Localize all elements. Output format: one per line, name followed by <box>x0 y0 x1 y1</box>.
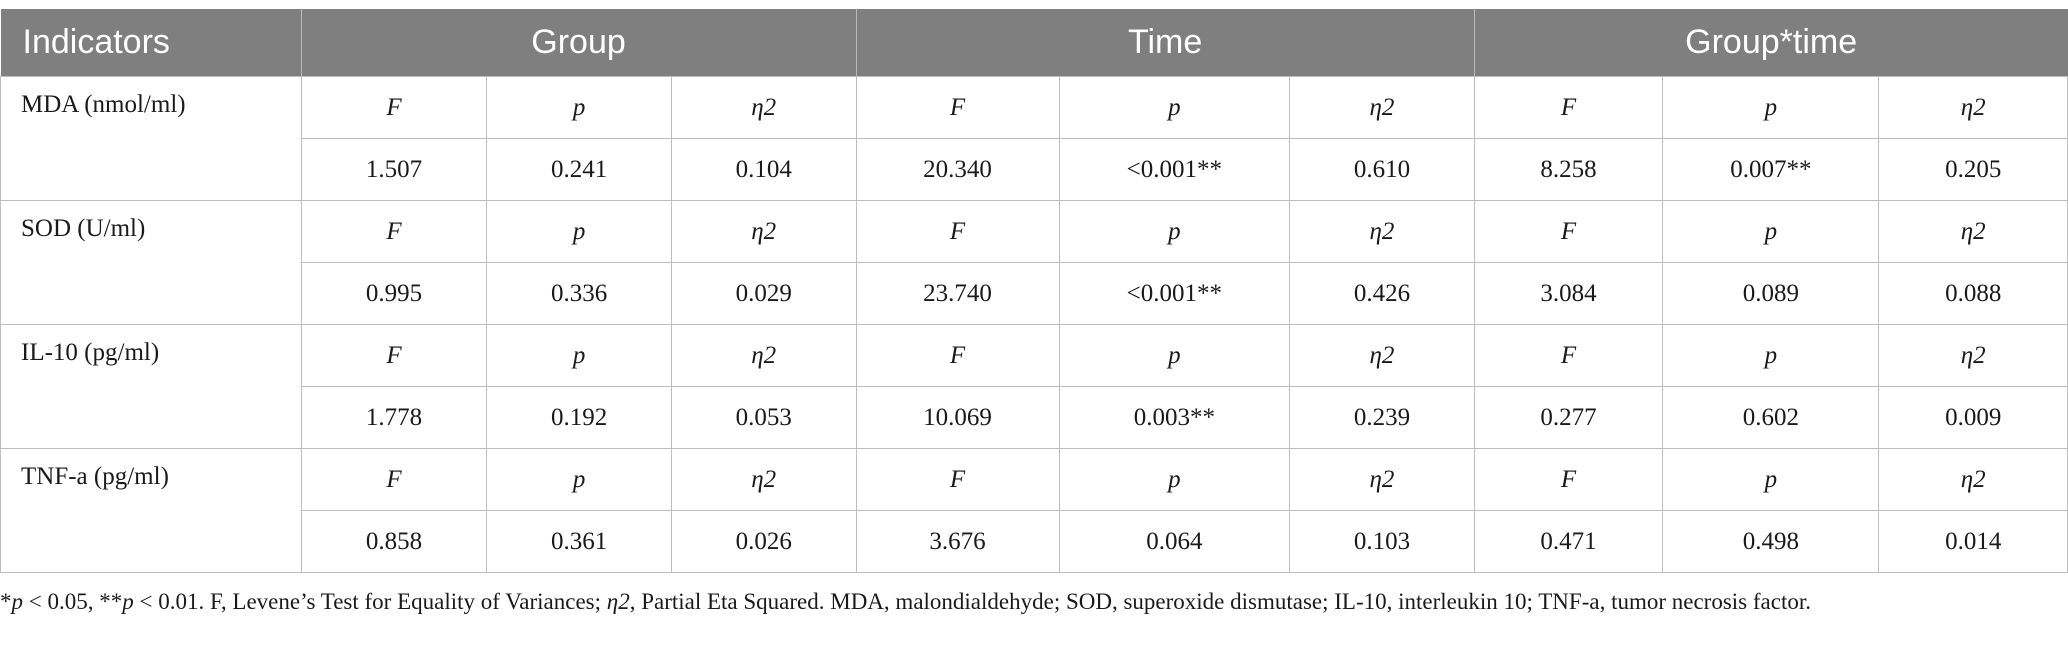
indicator-cell: IL-10 (pg/ml) <box>0 324 302 449</box>
value-cell: 0.336 <box>486 262 672 325</box>
stat-label-cell: p <box>1058 76 1291 139</box>
stat-label-cell: η2 <box>670 448 857 511</box>
value-cell: <0.001** <box>1058 138 1291 201</box>
header-group: Group <box>300 9 857 77</box>
footnote-eta-symbol: η2 <box>606 589 630 614</box>
stat-label-cell: η2 <box>1289 200 1475 263</box>
stat-label-cell: p <box>486 76 672 139</box>
value-cell: 0.007** <box>1662 138 1880 201</box>
header-row: Indicators Group Time Group*time <box>0 9 2068 77</box>
value-cell: 0.361 <box>486 510 672 573</box>
value-cell: 0.009 <box>1878 386 2068 449</box>
stat-label-cell: F <box>1473 324 1664 387</box>
value-cell: 0.602 <box>1662 386 1880 449</box>
stat-label-cell: p <box>1662 76 1880 139</box>
stat-label-cell: p <box>1058 324 1291 387</box>
stat-label-cell: η2 <box>1878 324 2068 387</box>
stat-label-cell: F <box>300 324 488 387</box>
value-cell: 0.241 <box>486 138 672 201</box>
stat-label-cell: F <box>1473 200 1664 263</box>
value-cell: 0.995 <box>300 262 488 325</box>
value-cell: 8.258 <box>1473 138 1664 201</box>
value-cell: 0.471 <box>1473 510 1664 573</box>
stat-label-cell: η2 <box>670 324 857 387</box>
value-cell: 3.676 <box>855 510 1060 573</box>
value-cell: 1.778 <box>300 386 488 449</box>
value-cell: 23.740 <box>855 262 1060 325</box>
stat-label-cell: η2 <box>1878 448 2068 511</box>
stat-label-cell: η2 <box>1289 324 1475 387</box>
stat-label-cell: F <box>300 76 488 139</box>
value-cell: 0.003** <box>1058 386 1291 449</box>
stat-label-cell: p <box>1662 448 1880 511</box>
value-cell: 0.192 <box>486 386 672 449</box>
stat-label-cell: p <box>486 448 672 511</box>
value-cell: 0.053 <box>670 386 857 449</box>
table-footnote: *p < 0.05, **p < 0.01. F, Levene’s Test … <box>0 583 1960 621</box>
value-cell: 3.084 <box>1473 262 1664 325</box>
value-cell: 0.014 <box>1878 510 2068 573</box>
value-cell: 1.507 <box>300 138 488 201</box>
indicator-cell: MDA (nmol/ml) <box>0 76 302 201</box>
stat-label-cell: F <box>855 324 1060 387</box>
value-cell: 0.029 <box>670 262 857 325</box>
value-cell: 0.026 <box>670 510 857 573</box>
value-cell: 0.498 <box>1662 510 1880 573</box>
stat-label-cell: η2 <box>1289 448 1475 511</box>
stat-label-cell: F <box>1473 448 1664 511</box>
stat-label-cell: p <box>486 200 672 263</box>
value-cell: 20.340 <box>855 138 1060 201</box>
indicator-cell: TNF-a (pg/ml) <box>0 448 302 573</box>
value-cell: 10.069 <box>855 386 1060 449</box>
stat-label-cell: η2 <box>670 200 857 263</box>
statistics-table: Indicators Group Time Group*time MDA (nm… <box>0 9 2068 573</box>
indicator-cell: SOD (U/ml) <box>0 200 302 325</box>
stat-label-cell: p <box>1058 200 1291 263</box>
value-cell: 0.426 <box>1289 262 1475 325</box>
stat-label-cell: p <box>1662 324 1880 387</box>
value-cell: 0.089 <box>1662 262 1880 325</box>
header-time: Time <box>855 9 1475 77</box>
footnote-text-3: , Partial Eta Squared. MDA, malondialdeh… <box>629 589 1811 614</box>
footnote-p-symbol: p <box>11 589 24 614</box>
stat-label-cell: p <box>1662 200 1880 263</box>
stat-label-cell: F <box>1473 76 1664 139</box>
value-cell: 0.088 <box>1878 262 2068 325</box>
value-cell: 0.610 <box>1289 138 1475 201</box>
table-row-values: 1.778 0.192 0.053 10.069 0.003** 0.239 0.277 0.… <box>1 386 2068 449</box>
stat-label-cell: F <box>855 200 1060 263</box>
value-cell: 0.239 <box>1289 386 1475 449</box>
footnote-star: * <box>0 589 12 614</box>
value-cell: 0.104 <box>670 138 857 201</box>
value-cell: 0.205 <box>1878 138 2068 201</box>
footnote-text-2: < 0.01. F, Levene’s Test for Equality of… <box>133 589 607 614</box>
value-cell: 0.858 <box>300 510 488 573</box>
table-row-values: 0.995 0.336 0.029 23.740 <0.001** 0.426 3.084 0… <box>1 262 2068 325</box>
stat-label-cell: η2 <box>1878 200 2068 263</box>
stat-label-cell: F <box>855 76 1060 139</box>
stat-label-cell: F <box>300 200 488 263</box>
stat-label-cell: F <box>855 448 1060 511</box>
value-cell: 0.277 <box>1473 386 1664 449</box>
stat-label-cell: η2 <box>1289 76 1475 139</box>
header-group-time: Group*time <box>1473 9 2068 77</box>
table-row-values: 1.507 0.241 0.104 20.340 <0.001** 0.610 8.258 0… <box>1 138 2068 201</box>
value-cell: <0.001** <box>1058 262 1291 325</box>
stat-label-cell: p <box>486 324 672 387</box>
value-cell: 0.064 <box>1058 510 1291 573</box>
stat-label-cell: p <box>1058 448 1291 511</box>
footnote-p-symbol-2: p <box>122 589 134 614</box>
stat-label-cell: η2 <box>670 76 857 139</box>
table-row-values: 0.858 0.361 0.026 3.676 0.064 0.103 0.471 0.498… <box>1 510 2068 573</box>
stat-label-cell: F <box>300 448 488 511</box>
stat-label-cell: η2 <box>1878 76 2068 139</box>
value-cell: 0.103 <box>1289 510 1475 573</box>
footnote-text-1: < 0.05, ** <box>23 589 123 614</box>
header-indicators: Indicators <box>0 9 302 77</box>
